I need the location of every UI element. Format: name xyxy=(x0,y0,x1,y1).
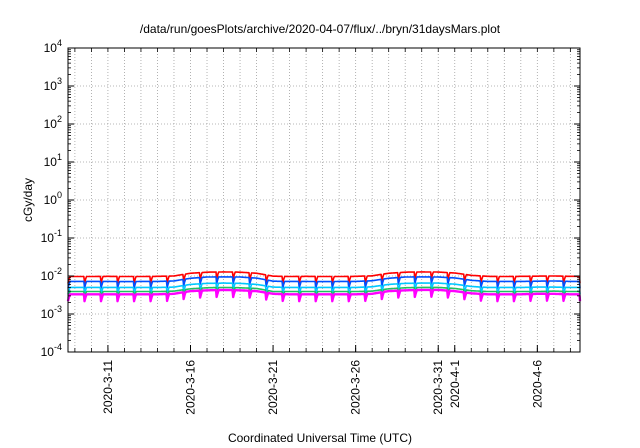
y-tick-label: 10-3 xyxy=(41,304,62,321)
y-ticks: 10-4 10-3 10-2 10-1 100 101 102 103 104 xyxy=(41,38,580,359)
y-tick-label: 10-4 xyxy=(41,342,62,359)
series-line-cyan xyxy=(67,282,581,296)
x-axis-label: Coordinated Universal Time (UTC) xyxy=(227,431,413,445)
y-tick-label: 101 xyxy=(44,152,62,169)
chart-title: /data/run/goesPlots/archive/2020-04-07/f… xyxy=(139,22,501,36)
y-tick-label: 104 xyxy=(44,38,62,55)
x-tick-label: 2020-3-16 xyxy=(183,360,197,415)
x-tick-label: 2020-3-21 xyxy=(266,360,280,415)
x-ticks: 2020-3-11 2020-3-16 2020-3-21 2020-3-26 2020… xyxy=(74,48,571,415)
series-line-blue xyxy=(67,276,581,290)
x-tick-label: 2020-3-31 xyxy=(431,360,445,415)
y-tick-label: 102 xyxy=(44,114,62,131)
y-tick-label: 103 xyxy=(44,76,62,93)
grid-layer xyxy=(68,48,580,352)
series-line-green xyxy=(67,286,581,300)
x-tick-label: 2020-3-26 xyxy=(349,360,363,415)
x-tick-label: 2020-3-11 xyxy=(101,360,115,414)
series-layer xyxy=(66,271,582,303)
y-tick-label: 100 xyxy=(44,190,62,207)
y-tick-label: 10-2 xyxy=(41,266,62,283)
series-line-magenta xyxy=(66,288,582,303)
x-tick-label: 2020-4-6 xyxy=(530,360,544,408)
y-tick-label: 10-1 xyxy=(41,228,62,245)
series-line-red xyxy=(67,271,581,285)
x-tick-label: 2020-4-1 xyxy=(448,360,462,408)
